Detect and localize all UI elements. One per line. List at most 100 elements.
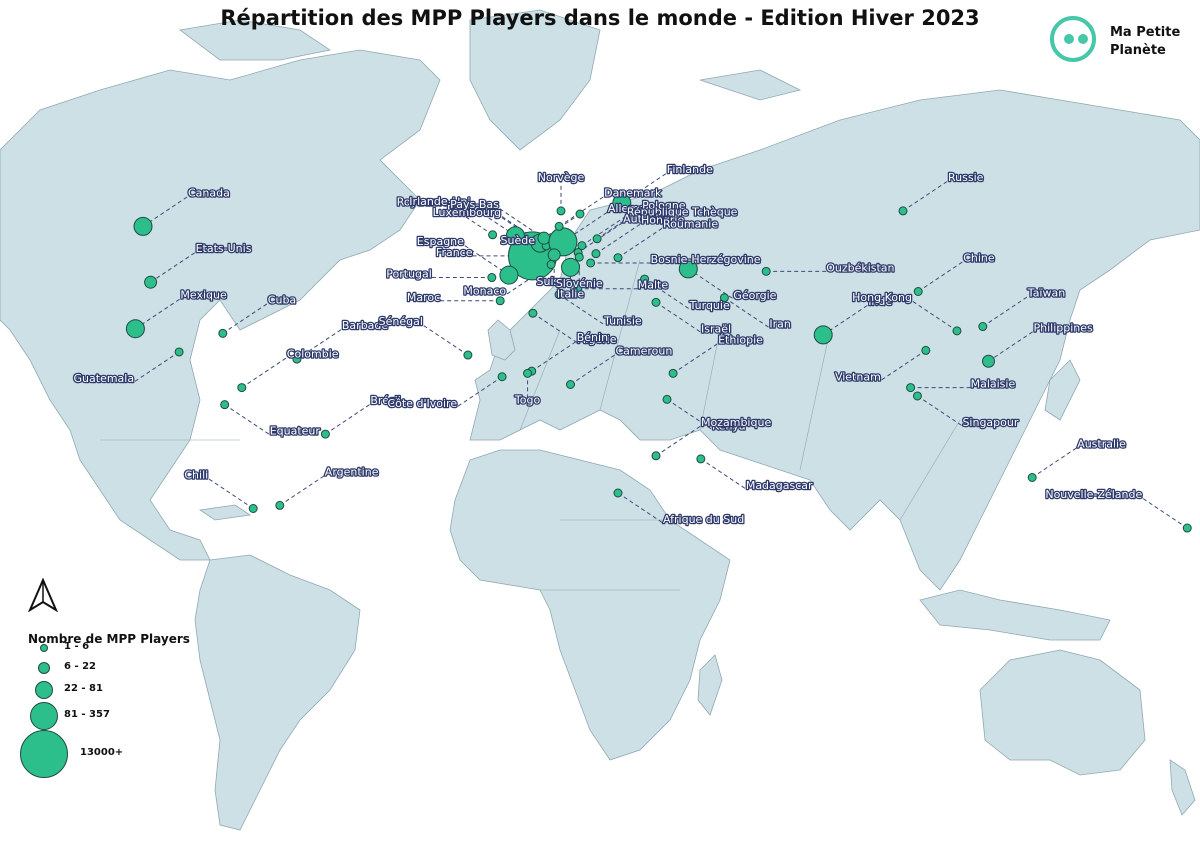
country-label: Portugal [386, 268, 432, 281]
country-label: Taïwan [1027, 287, 1065, 300]
legend-item: 81 - 357 [28, 702, 208, 742]
country-label: Colombie [287, 348, 339, 361]
leader-line [325, 403, 371, 435]
country-label: Chine [963, 252, 995, 265]
country-label: Danemark [604, 186, 662, 199]
legend-symbol [30, 702, 58, 730]
country-marker [556, 206, 566, 216]
country-marker [487, 273, 497, 283]
country-label: Brésil [370, 394, 400, 407]
country-marker [275, 500, 285, 510]
country-label: Cameroun [616, 345, 673, 358]
country-label: Turquie [689, 299, 730, 312]
country-label: Royaume-Uni [397, 196, 471, 209]
legend-label: 81 - 357 [64, 709, 110, 720]
country-label: Éthiopie [718, 333, 763, 346]
country-marker [586, 258, 596, 268]
country-label: Slovénie [556, 277, 603, 290]
leader-line [666, 398, 713, 430]
country-marker [144, 275, 158, 289]
country-marker [528, 308, 538, 318]
country-label: Pologne [642, 199, 686, 212]
legend-item: 6 - 22 [28, 661, 208, 702]
leader-line [1141, 497, 1188, 529]
country-marker [292, 354, 302, 364]
country-marker [913, 287, 923, 296]
leader-line [296, 328, 343, 360]
country-label: Ouzbékistan [826, 261, 894, 274]
country-label: Suède [501, 234, 536, 247]
leader-line [724, 297, 770, 329]
leader-line [150, 251, 196, 283]
country-label: Hongrie [641, 214, 685, 227]
leader-line [917, 261, 964, 292]
country-marker [591, 249, 601, 259]
country-marker [237, 383, 247, 393]
country-label: Algérie [578, 333, 617, 346]
leader-line [447, 204, 493, 236]
leader-line [224, 404, 270, 436]
country-marker [696, 454, 706, 464]
legend-item: 13000+ [20, 730, 208, 778]
country-label: République Tchèque [627, 206, 738, 219]
country-marker [1182, 523, 1192, 533]
leader-line [279, 474, 326, 506]
legend-item: 22 - 81 [28, 681, 208, 721]
leader-line [595, 223, 642, 255]
country-marker [463, 350, 473, 360]
country-marker [662, 394, 672, 404]
country-label: Madagascar [746, 479, 813, 492]
country-marker [577, 241, 587, 251]
country-label: Mexique [180, 289, 227, 302]
country-label: Malte [638, 279, 669, 292]
country-label: Iran [769, 318, 791, 331]
country-marker [982, 354, 995, 368]
country-label: Singapour [962, 416, 1018, 429]
country-label: Espagne [417, 235, 464, 248]
legend-label: 6 - 22 [64, 661, 96, 672]
country-marker [612, 193, 632, 213]
country-label: Inde [868, 295, 892, 308]
land-greenland [469, 9, 601, 151]
country-marker [133, 216, 153, 236]
country-label: Kenya [712, 419, 746, 432]
country-marker [495, 296, 505, 306]
leader-line [700, 458, 747, 490]
country-label: Togo [514, 393, 541, 406]
country-marker [1027, 473, 1037, 482]
map-title: Répartition des MPP Players dans le mond… [220, 6, 980, 30]
country-label: Finlande [667, 163, 713, 176]
country-marker [554, 290, 564, 300]
country-label: Afrique du Sud [663, 513, 744, 526]
country-label: Autriche [623, 212, 669, 225]
leader-line [655, 301, 702, 333]
logo-line2: Planète [1110, 43, 1166, 58]
country-marker [566, 380, 575, 389]
country-label: Philippines [1034, 321, 1094, 334]
country-label: Pays-Bas [450, 198, 499, 211]
land-new-zealand [1169, 759, 1196, 816]
country-marker [497, 372, 507, 382]
country-marker [952, 326, 962, 336]
country-marker [813, 325, 833, 345]
country-label: Monaco [463, 285, 506, 298]
country-label: Allemagne [608, 202, 667, 215]
country-marker [912, 391, 922, 401]
legend-title: Nombre de MPP Players [28, 632, 190, 646]
land-africa [449, 449, 731, 761]
land-uk [487, 319, 516, 361]
country-marker [898, 206, 908, 216]
leader-line [911, 300, 958, 332]
country-label: Irlande [409, 195, 448, 208]
country-label: Argentine [325, 465, 379, 478]
country-label: Bosnie-Herzégovine [651, 253, 761, 266]
legend-label: 13000+ [80, 747, 124, 758]
country-label: Etats-Unis [196, 242, 252, 255]
land-australia [979, 649, 1146, 776]
country-label: Suisse [537, 275, 572, 288]
country-label: Israël [701, 322, 731, 335]
leader-line [672, 342, 719, 374]
leader-line [456, 376, 503, 408]
land-north-america [0, 49, 441, 561]
leader-line [880, 349, 927, 381]
